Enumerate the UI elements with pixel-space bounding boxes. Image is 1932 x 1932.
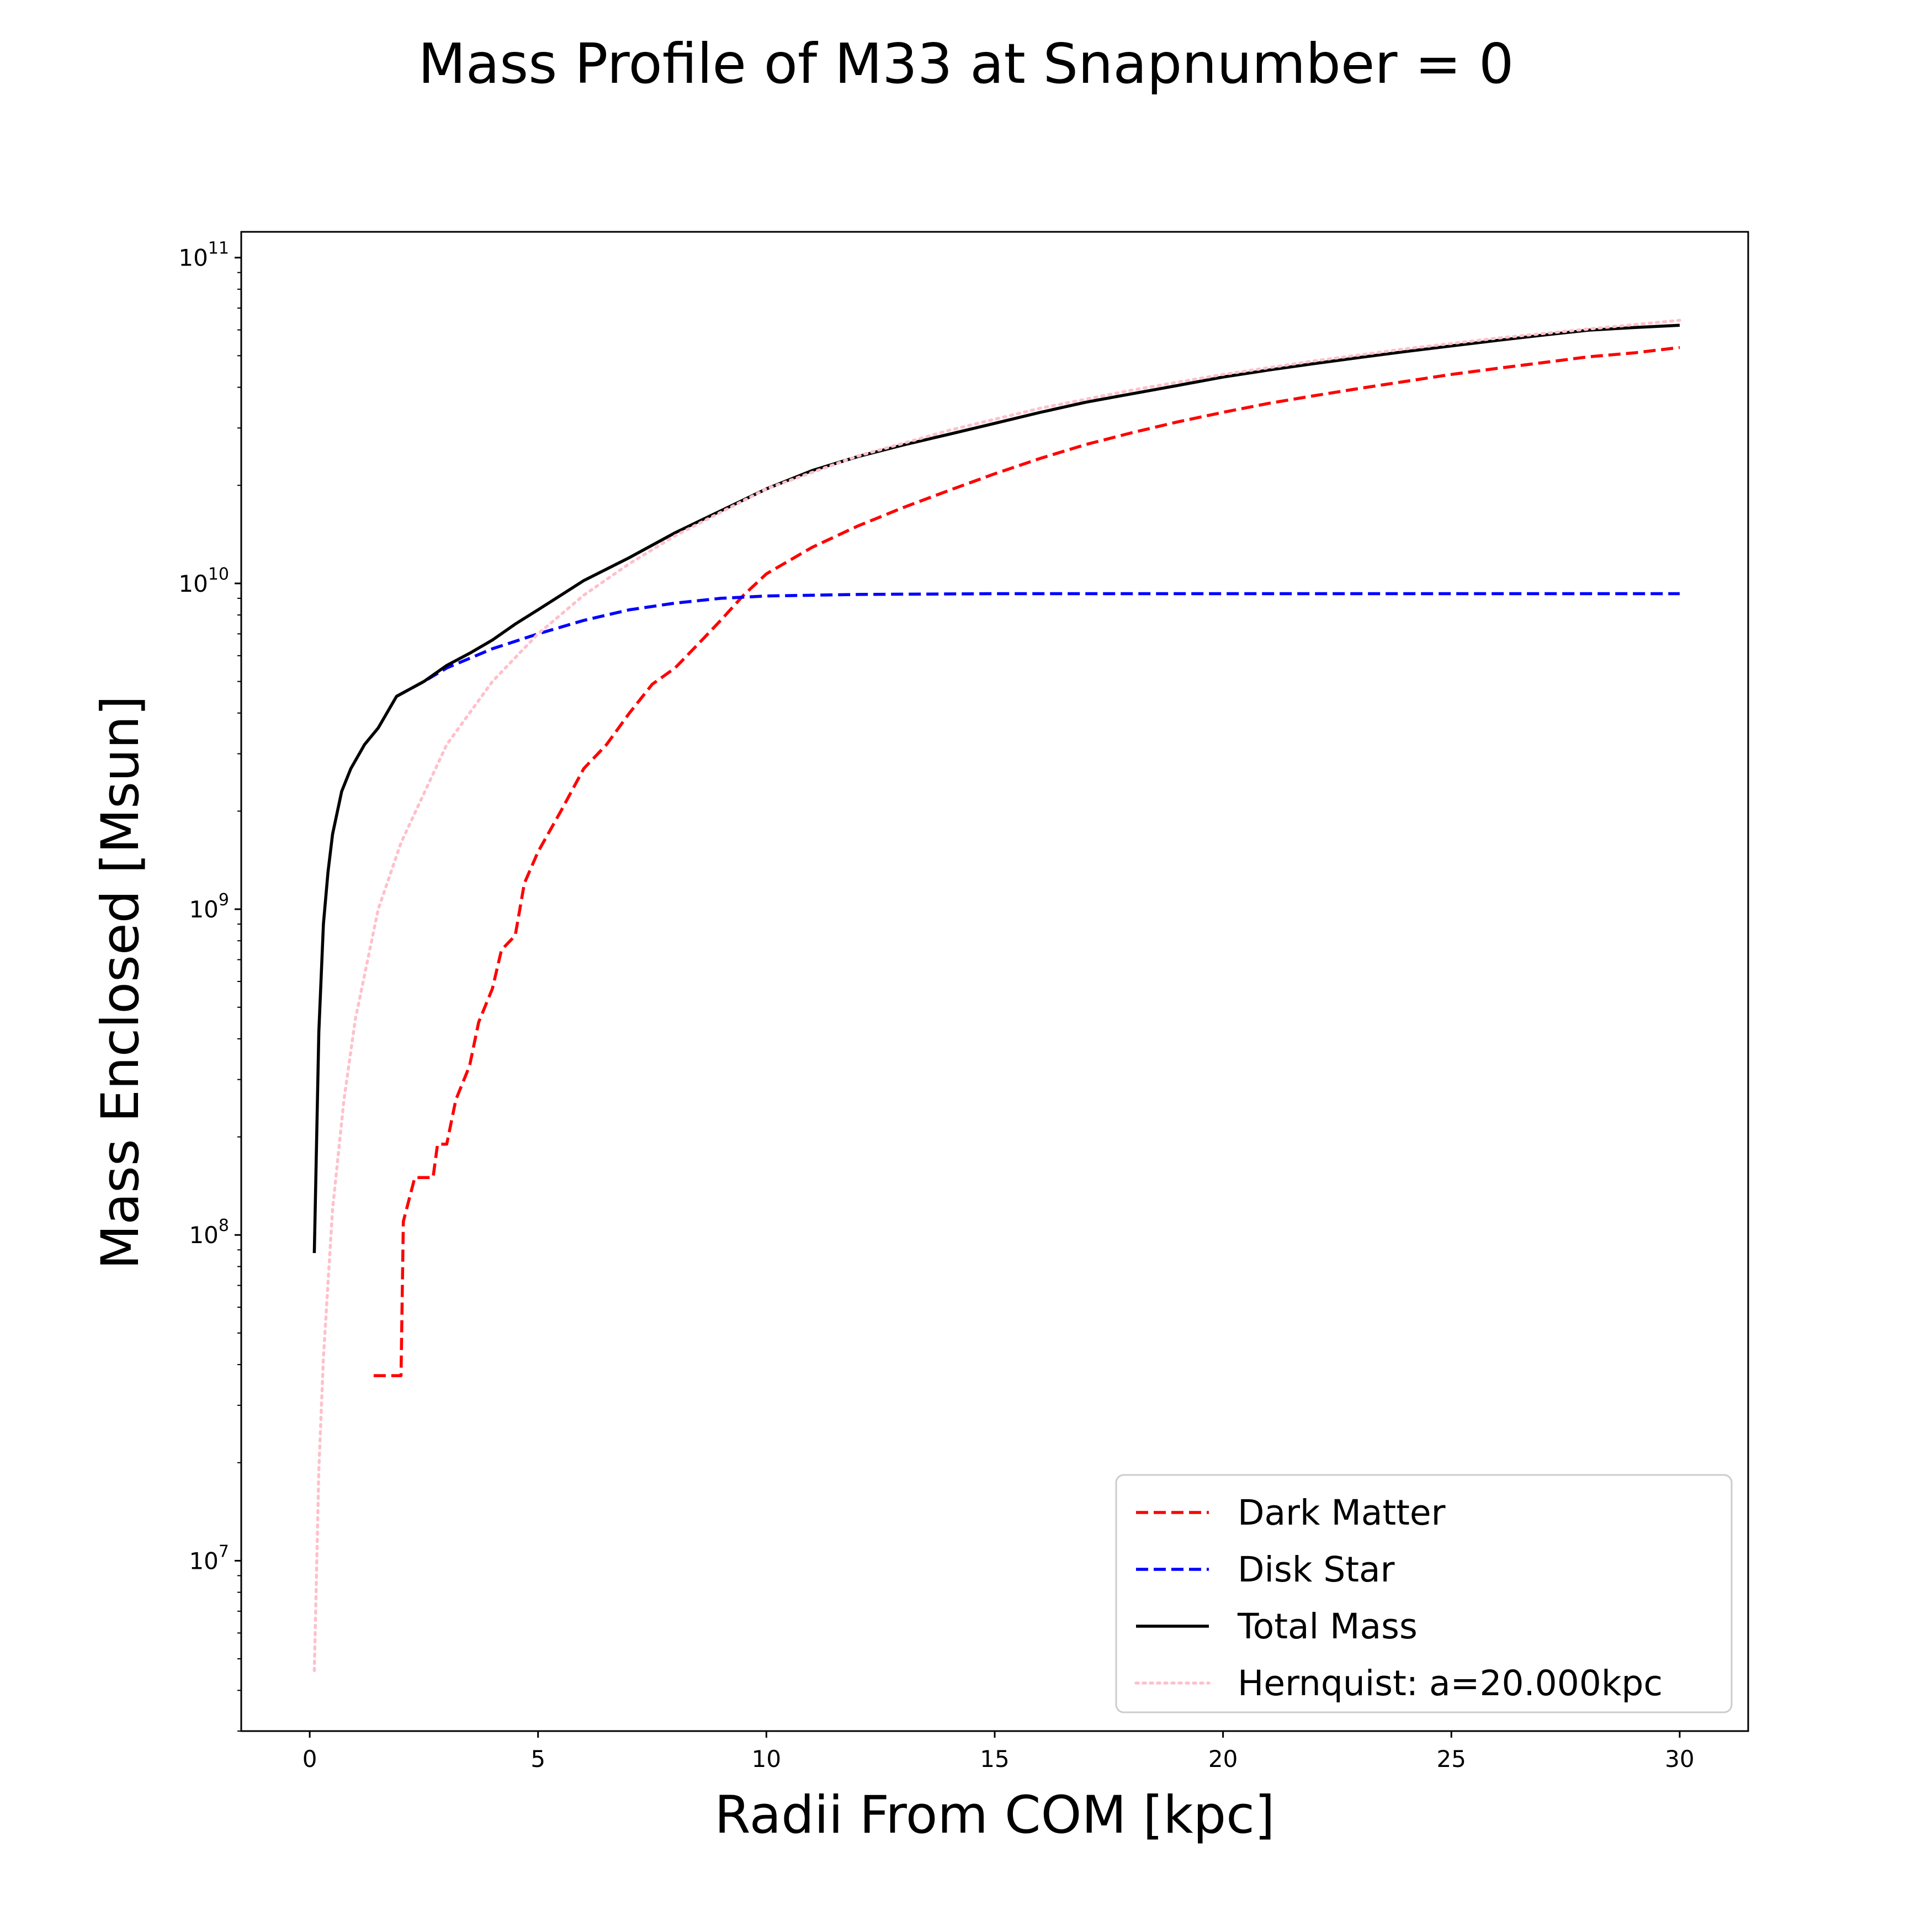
x-tick-label-4: 20 bbox=[1208, 1745, 1238, 1772]
series-line-3 bbox=[312, 319, 1681, 1673]
legend-box bbox=[1115, 1474, 1733, 1713]
x-tick-label-0: 0 bbox=[302, 1745, 317, 1772]
y-axis-label: Mass Enclosed [Msun] bbox=[91, 696, 151, 1270]
chart-title: Mass Profile of M33 at Snapnumber = 0 bbox=[418, 31, 1514, 96]
y-tick-label-3: 1010 bbox=[178, 565, 229, 597]
x-tick-label-3: 15 bbox=[980, 1745, 1009, 1772]
y-tick-label-2: 109 bbox=[189, 890, 229, 923]
legend-label-2: Total Mass bbox=[1237, 1606, 1418, 1647]
x-tick-label-2: 10 bbox=[752, 1745, 781, 1772]
y-axis-ticks: 107 108 109 1010 1011 bbox=[178, 239, 241, 1732]
x-axis-ticks: 0 5 10 15 20 25 30 bbox=[302, 1731, 1695, 1772]
series-line-1 bbox=[395, 592, 1680, 698]
legend-label-3: Hernquist: a=20.000kpc bbox=[1238, 1663, 1663, 1703]
x-tick-label-1: 5 bbox=[530, 1745, 545, 1772]
y-tick-label-1: 108 bbox=[189, 1216, 229, 1249]
series-line-0 bbox=[373, 346, 1680, 1377]
y-tick-label-0: 107 bbox=[189, 1542, 229, 1574]
legend-label-0: Dark Matter bbox=[1238, 1493, 1446, 1533]
legend-label-1: Disk Star bbox=[1238, 1549, 1395, 1590]
x-axis-label: Radii From COM [kpc] bbox=[714, 1785, 1275, 1845]
series-layer bbox=[312, 319, 1681, 1673]
legend: Dark Matter Disk Star Total Mass Hernquist:… bbox=[1115, 1474, 1733, 1713]
x-tick-label-5: 25 bbox=[1437, 1745, 1466, 1772]
x-tick-label-6: 30 bbox=[1665, 1745, 1694, 1772]
y-tick-label-4: 1011 bbox=[178, 239, 229, 272]
